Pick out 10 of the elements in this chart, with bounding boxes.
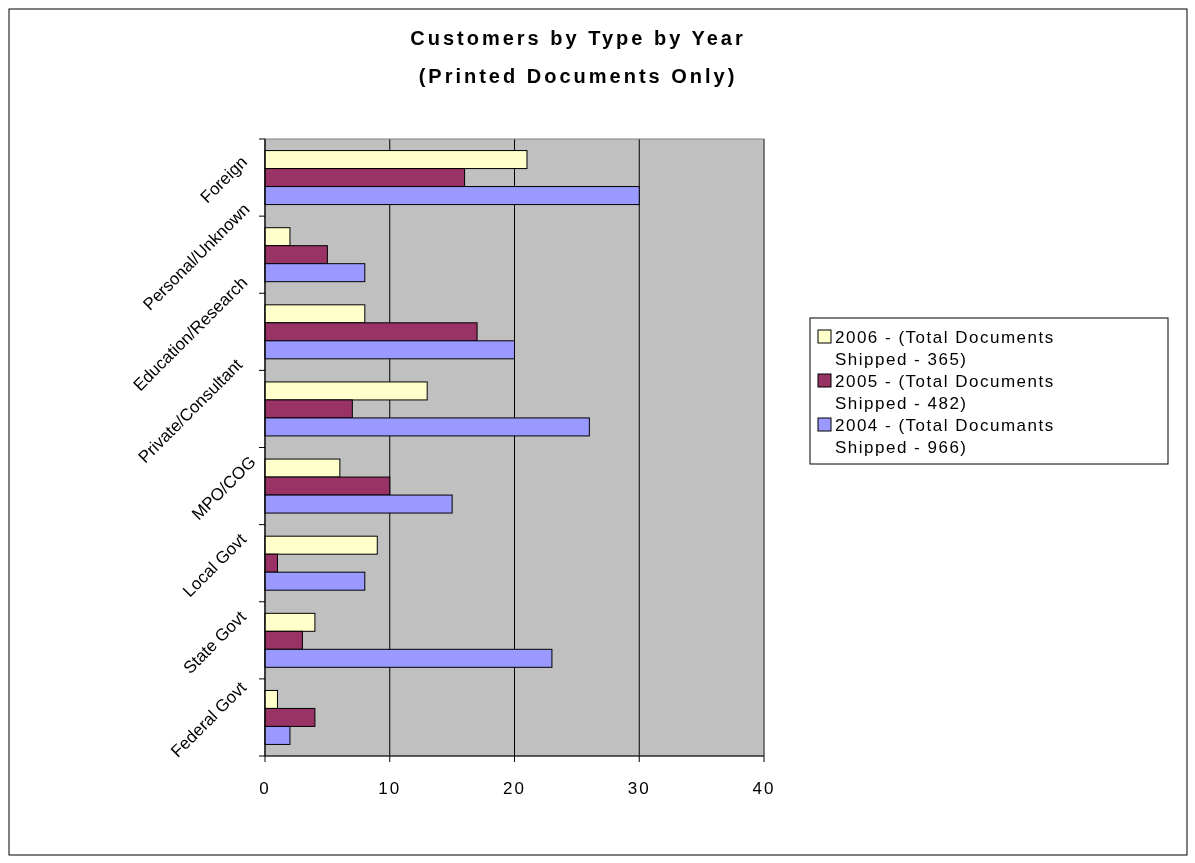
- x-tick-label: 20: [503, 779, 526, 798]
- x-tick-label: 30: [627, 779, 651, 798]
- legend-label: 2006 - (Total Documents Shipped - 365): [835, 328, 1055, 369]
- legend-label: 2004 - (Total Documants Shipped - 966): [835, 416, 1055, 457]
- x-tick-label: 10: [378, 779, 402, 798]
- x-tick-label: 0: [259, 779, 271, 798]
- x-tick-label: 40: [752, 779, 776, 798]
- chart-title: Customers by Type by Year: [410, 27, 746, 49]
- legend-label: 2005 - (Total Documents Shipped - 482): [835, 372, 1055, 413]
- chart-subtitle: (Printed Documents Only): [418, 65, 738, 87]
